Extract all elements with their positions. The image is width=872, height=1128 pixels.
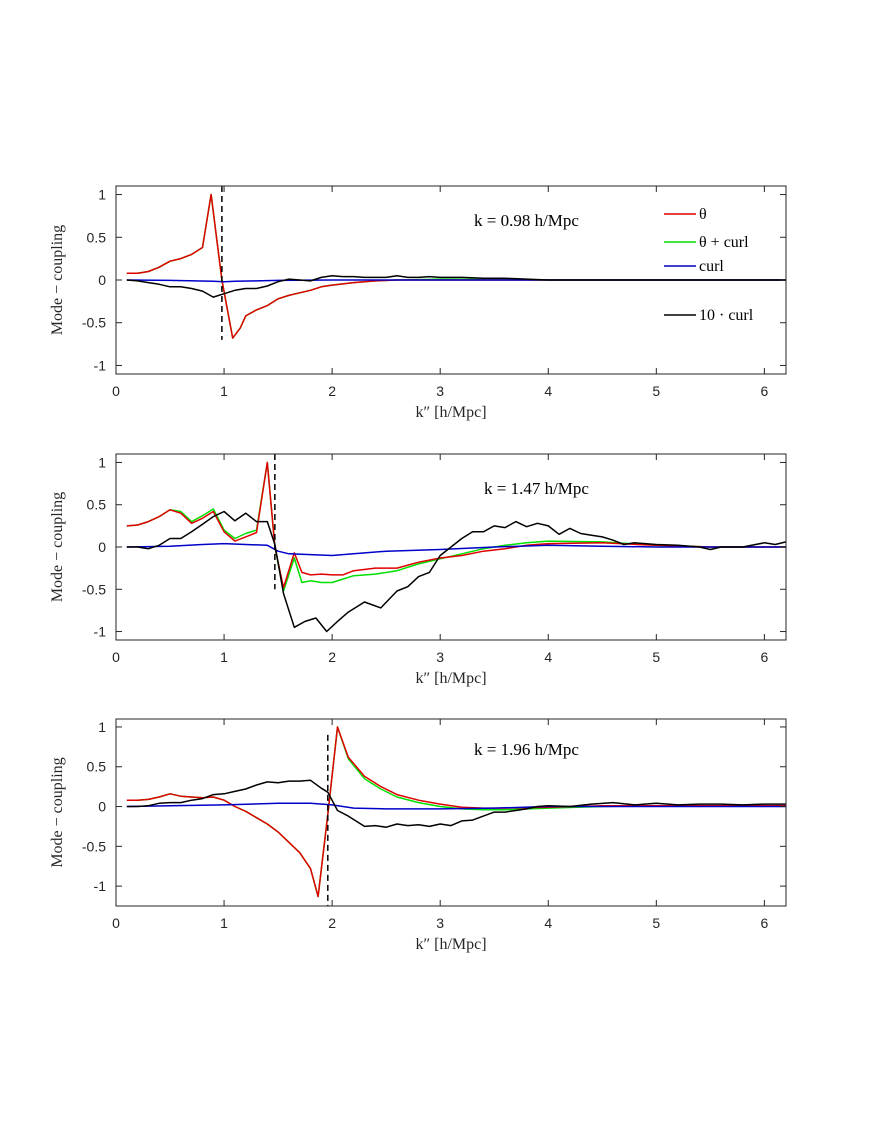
series-line-curl10 bbox=[126, 779, 786, 828]
series-line-curl10 bbox=[126, 510, 786, 633]
series-line-curl10 bbox=[126, 274, 786, 298]
x-tick-label: 4 bbox=[544, 649, 552, 665]
legend-label-theta: θ bbox=[699, 206, 707, 223]
y-tick-label: 1 bbox=[98, 454, 106, 470]
chart-panel-1: 0 1 2 3 4 5 6 1 0.5 0 -0.5 -1 k″ [h/Mpc] Mode − coupl… bbox=[49, 185, 787, 421]
x-tick-label: 4 bbox=[544, 915, 552, 931]
k-value-annotation: k = 1.96 h/Mpc bbox=[474, 740, 579, 759]
legend-label-theta_curl: θ + curl bbox=[699, 234, 749, 251]
x-tick-label: 3 bbox=[436, 915, 444, 931]
x-tick-label: 2 bbox=[328, 383, 336, 399]
legend-label-curl: curl bbox=[699, 258, 724, 275]
x-tick-label: 2 bbox=[328, 649, 336, 665]
x-tick-label: 5 bbox=[652, 649, 660, 665]
y-tick-label: 1 bbox=[98, 719, 106, 735]
y-tick-label: -0.5 bbox=[82, 315, 106, 331]
x-tick-label: 3 bbox=[436, 649, 444, 665]
x-tick-label: 6 bbox=[760, 915, 768, 931]
x-axis-label: k″ [h/Mpc] bbox=[415, 404, 486, 421]
y-tick-label: -0.5 bbox=[82, 581, 106, 597]
k-value-annotation: k = 0.98 h/Mpc bbox=[474, 211, 579, 230]
x-tick-label: 1 bbox=[220, 649, 228, 665]
y-axis-label: Mode − coupling bbox=[49, 757, 66, 867]
x-tick-label: 5 bbox=[652, 915, 660, 931]
x-tick-label: 6 bbox=[760, 383, 768, 399]
x-tick-label: 2 bbox=[328, 915, 336, 931]
series-line-theta bbox=[126, 461, 786, 589]
x-tick-label: 4 bbox=[544, 383, 552, 399]
y-tick-label: -1 bbox=[94, 878, 107, 894]
y-tick-label: 0.5 bbox=[87, 759, 107, 775]
axes-box bbox=[115, 718, 787, 907]
x-axis-label: k″ [h/Mpc] bbox=[415, 670, 486, 687]
x-tick-label: 0 bbox=[112, 383, 120, 399]
series-line-curl bbox=[126, 542, 786, 557]
k-value-annotation: k = 1.47 h/Mpc bbox=[484, 479, 589, 498]
y-tick-label: 0 bbox=[98, 539, 106, 555]
x-axis-label: k″ [h/Mpc] bbox=[415, 936, 486, 953]
legend-label-curl10: 10 · curl bbox=[699, 307, 754, 324]
series-line-theta_curl bbox=[126, 461, 786, 592]
y-tick-label: -0.5 bbox=[82, 838, 106, 854]
series-line-theta_curl bbox=[126, 726, 786, 898]
y-axis-label: Mode − coupling bbox=[49, 225, 66, 335]
x-tick-label: 1 bbox=[220, 383, 228, 399]
legend: θ θ + curl curl 10 · curl bbox=[664, 206, 754, 324]
y-tick-label: 0 bbox=[98, 272, 106, 288]
series-line-theta bbox=[126, 726, 786, 898]
x-tick-label: 3 bbox=[436, 383, 444, 399]
y-axis-label: Mode − coupling bbox=[49, 492, 66, 602]
chart-panel-2: 0 1 2 3 4 5 6 1 0.5 0 -0.5 -1 k″ [h/Mpc] Mode − coupl… bbox=[49, 453, 787, 687]
x-tick-label: 0 bbox=[112, 915, 120, 931]
x-tick-label: 6 bbox=[760, 649, 768, 665]
y-tick-label: 0.5 bbox=[87, 497, 107, 513]
y-tick-label: 1 bbox=[98, 187, 106, 203]
x-tick-label: 5 bbox=[652, 383, 660, 399]
x-tick-label: 1 bbox=[220, 915, 228, 931]
y-tick-label: -1 bbox=[94, 357, 107, 373]
y-tick-label: 0 bbox=[98, 799, 106, 815]
series-line-curl bbox=[126, 802, 786, 810]
x-tick-label: 0 bbox=[112, 649, 120, 665]
chart-panel-3: 0 1 2 3 4 5 6 1 0.5 0 -0.5 -1 k″ [h/Mpc] Mode − coupl… bbox=[49, 718, 787, 953]
y-tick-label: -1 bbox=[94, 624, 107, 640]
y-tick-label: 0.5 bbox=[87, 229, 107, 245]
